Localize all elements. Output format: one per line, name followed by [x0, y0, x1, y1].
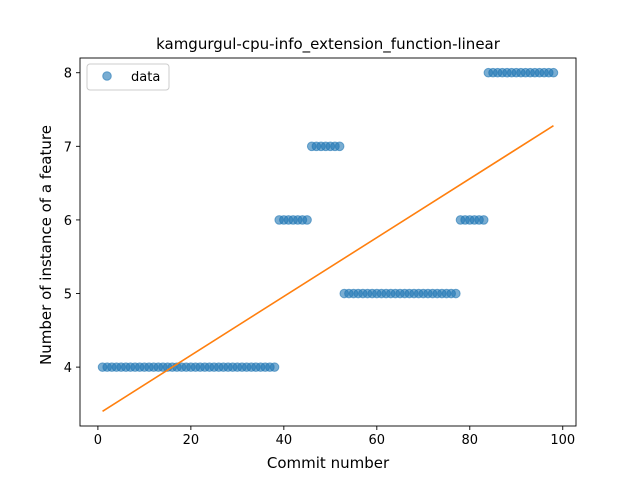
y-axis-label: Number of instance of a feature: [37, 125, 55, 365]
data-point: [302, 215, 312, 225]
x-tick-label: 80: [462, 433, 479, 448]
x-tick-label: 20: [183, 433, 200, 448]
fit-line-layer: [102, 125, 554, 412]
legend: data: [86, 63, 170, 91]
chart-title: kamgurgul-cpu-info_extension_function-li…: [156, 35, 501, 54]
x-tick-label: 100: [550, 433, 575, 448]
data-point: [451, 288, 461, 299]
x-tick-label: 60: [369, 433, 386, 448]
data-marks: [97, 67, 559, 372]
y-tick-label: 7: [64, 140, 72, 155]
y-tick-label: 6: [64, 214, 72, 229]
x-axis-label: Commit number: [267, 454, 390, 472]
y-tick-label: 5: [64, 288, 72, 303]
data-point: [478, 215, 489, 225]
data-point: [269, 362, 280, 372]
legend-box: [86, 63, 170, 91]
data-point: [548, 67, 559, 78]
fit-line: [102, 125, 554, 412]
data-point: [334, 141, 345, 152]
axes-frame: [79, 57, 577, 427]
y-tick-label: 4: [64, 361, 72, 376]
axes: 0 20 40 60 80 100 4 5 6 7 8: [64, 57, 577, 448]
y-tick-label: 8: [64, 67, 72, 82]
x-tick-label: 40: [276, 433, 293, 448]
x-tick-label: 0: [94, 433, 102, 448]
legend-marker: [102, 71, 112, 81]
legend-label: data: [131, 70, 160, 85]
